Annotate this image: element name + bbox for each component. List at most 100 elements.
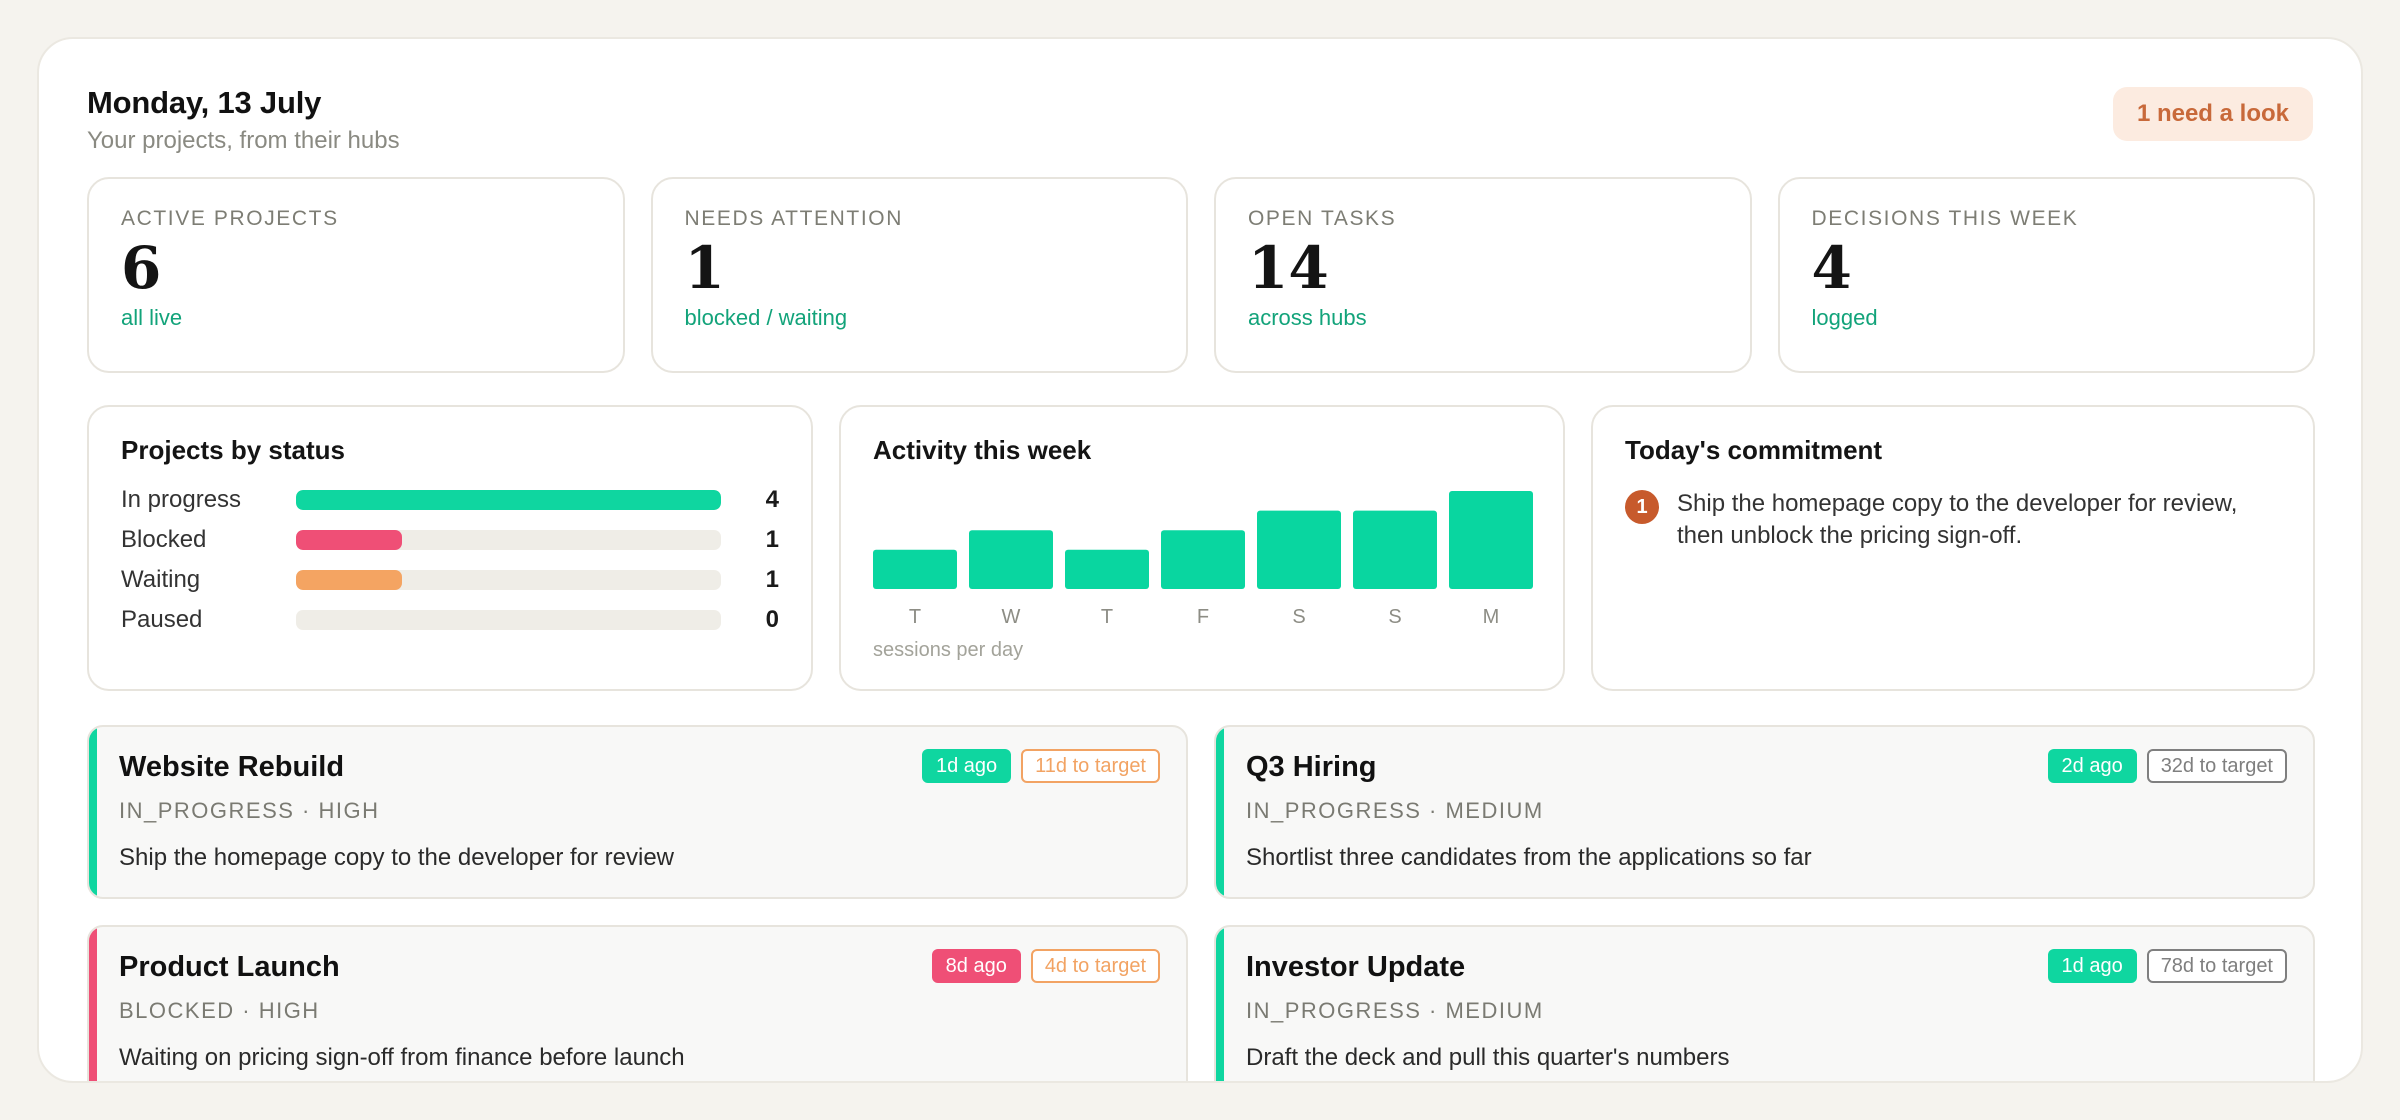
status-bar-track	[295, 530, 722, 550]
commitment-text: Ship the homepage copy to the developer …	[1677, 490, 2238, 549]
project-name: Investor Update	[1246, 951, 1466, 983]
stat-note: blocked / waiting	[684, 304, 848, 330]
target-badge: 4d to target	[1030, 949, 1160, 983]
project-card[interactable]: Product Launch BLOCKED · HIGH Waiting on p…	[87, 925, 1188, 1081]
activity-bar	[1353, 510, 1437, 589]
last-activity-badge: 1d ago	[2047, 949, 2137, 983]
stat-label: OPEN TASKS	[1248, 207, 1397, 230]
commitment-item: 1 Ship the homepage copy to the develope…	[1625, 488, 2281, 552]
status-count: 4	[765, 486, 779, 513]
status-row: In progress 4	[121, 480, 779, 520]
last-activity-badge: 1d ago	[922, 749, 1012, 783]
day-tick-label: S	[1388, 606, 1401, 628]
target-badge: 78d to target	[2146, 949, 2287, 983]
project-card[interactable]: Investor Update IN_PROGRESS · MEDIUM Draft…	[1214, 925, 2315, 1081]
day-tick-label: S	[1292, 606, 1305, 628]
activity-panel: Activity this week T W T F S S M sessions per …	[839, 405, 1565, 691]
status-row: Blocked 1	[121, 520, 779, 560]
commitment-panel: Today's commitment 1 Ship the homepage c…	[1591, 405, 2315, 691]
target-badge: 32d to target	[2146, 749, 2287, 783]
status-row: Waiting 1	[121, 560, 779, 600]
stats-row: ACTIVE PROJECTS 6 all live NEEDS ATTENTI…	[87, 177, 2315, 373]
stat-card-needs-attention: NEEDS ATTENTION 1 blocked / waiting	[650, 177, 1188, 373]
status-name: Paused	[121, 606, 203, 633]
project-badges: 2d ago 32d to target	[2047, 749, 2287, 783]
status-bar-track	[295, 610, 722, 630]
project-status-accent	[1216, 927, 1224, 1081]
stat-note: logged	[1811, 304, 1878, 330]
last-activity-badge: 2d ago	[2047, 749, 2137, 783]
day-tick-label: F	[1197, 606, 1209, 628]
project-name: Website Rebuild	[119, 751, 345, 783]
project-name: Q3 Hiring	[1246, 751, 1377, 783]
status-count: 0	[765, 606, 779, 633]
project-status-accent	[89, 727, 97, 897]
stat-card-open-tasks: OPEN TASKS 14 across hubs	[1214, 177, 1752, 373]
status-bar-track	[295, 490, 722, 510]
project-card[interactable]: Website Rebuild IN_PROGRESS · HIGH Ship th…	[87, 725, 1188, 899]
chart-caption: sessions per day	[873, 639, 1024, 661]
needs-look-button[interactable]: 1 need a look	[2112, 87, 2313, 141]
day-tick-label: M	[1483, 606, 1500, 628]
activity-bar	[969, 530, 1053, 589]
stat-card-active-projects: ACTIVE PROJECTS 6 all live	[87, 177, 625, 373]
project-next-step: Waiting on pricing sign-off from finance…	[119, 1044, 685, 1071]
last-activity-badge: 8d ago	[931, 949, 1021, 983]
activity-bar	[873, 549, 957, 589]
status-name: In progress	[121, 486, 242, 513]
panel-title: Projects by status	[121, 435, 345, 465]
projects-by-status-panel: Projects by status In progress 4 Blocked 1 W…	[87, 405, 813, 691]
stat-label: DECISIONS THIS WEEK	[1811, 207, 2079, 230]
status-bar-fill	[295, 570, 403, 590]
panels-row: Projects by status In progress 4 Blocked 1 W…	[87, 405, 2315, 691]
project-card[interactable]: Q3 Hiring IN_PROGRESS · MEDIUM Shortlist t…	[1214, 725, 2315, 899]
commitment-number-badge: 1	[1625, 490, 1659, 524]
project-next-step: Draft the deck and pull this quarter's n…	[1246, 1044, 1730, 1071]
stat-value: 6	[121, 234, 162, 302]
panel-title: Today's commitment	[1625, 435, 1883, 465]
status-count: 1	[765, 566, 779, 593]
stat-note: all live	[121, 304, 183, 330]
project-badges: 1d ago 11d to target	[922, 749, 1160, 783]
project-name: Product Launch	[119, 951, 340, 983]
page-subtitle: Your projects, from their hubs	[87, 127, 400, 154]
stat-label: NEEDS ATTENTION	[684, 207, 903, 230]
day-tick-label: T	[909, 606, 921, 628]
stat-value: 1	[684, 234, 725, 302]
status-name: Blocked	[121, 526, 207, 553]
project-badges: 8d ago 4d to target	[931, 949, 1160, 983]
status-count: 1	[765, 526, 779, 553]
project-badges: 1d ago 78d to target	[2047, 949, 2287, 983]
stat-value: 4	[1811, 234, 1852, 302]
status-row: Paused 0	[121, 600, 779, 640]
project-status-accent	[1216, 727, 1224, 897]
project-next-step: Ship the homepage copy to the developer …	[119, 844, 675, 871]
stat-value: 14	[1248, 234, 1329, 302]
project-meta: BLOCKED · HIGH	[119, 998, 320, 1023]
stat-card-decisions: DECISIONS THIS WEEK 4 logged	[1777, 177, 2315, 373]
page-title: Monday, 13 July	[87, 85, 322, 120]
stat-note: across hubs	[1248, 304, 1367, 330]
project-next-step: Shortlist three candidates from the appl…	[1246, 844, 1812, 871]
status-bar-fill	[295, 530, 403, 550]
activity-bar	[1065, 549, 1149, 589]
project-meta: IN_PROGRESS · MEDIUM	[1246, 998, 1544, 1023]
target-badge: 11d to target	[1021, 749, 1160, 783]
activity-bar	[1161, 530, 1245, 589]
project-status-accent	[89, 927, 97, 1081]
activity-bar	[1449, 491, 1533, 589]
header: Monday, 13 July Your projects, from thei…	[87, 85, 2313, 185]
project-grid: Website Rebuild IN_PROGRESS · HIGH Ship th…	[87, 725, 2315, 1081]
activity-bar	[1257, 510, 1341, 589]
day-tick-label: T	[1101, 606, 1113, 628]
stat-label: ACTIVE PROJECTS	[121, 207, 339, 230]
status-bar-track	[295, 570, 722, 590]
project-meta: IN_PROGRESS · HIGH	[119, 798, 380, 823]
dashboard-card: Monday, 13 July Your projects, from thei…	[37, 37, 2363, 1083]
status-list: In progress 4 Blocked 1 Waiting 1 Paused 0	[121, 480, 779, 640]
panel-title: Activity this week	[873, 435, 1092, 465]
status-bar-fill	[295, 490, 722, 510]
project-meta: IN_PROGRESS · MEDIUM	[1246, 798, 1544, 823]
status-name: Waiting	[121, 566, 201, 593]
